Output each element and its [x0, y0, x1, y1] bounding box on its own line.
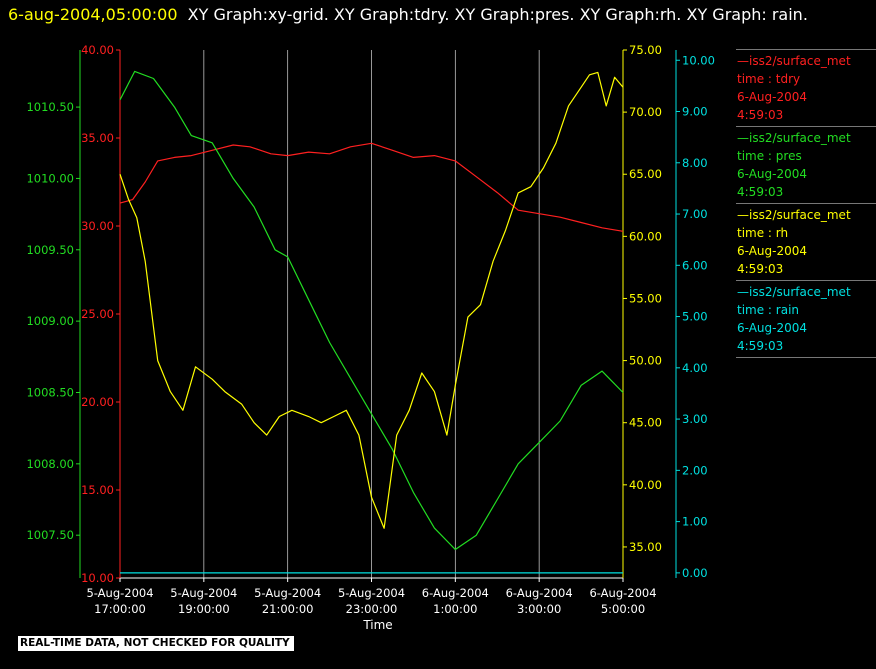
tdry-tick-label: 25.00	[81, 307, 114, 321]
tdry-tick-label: 10.00	[81, 571, 114, 585]
legend-name: —iss2/surface_met	[737, 131, 851, 145]
legend-name: —iss2/surface_met	[737, 285, 851, 299]
legend: —iss2/surface_met time : tdry 6-Aug-2004 4:…	[736, 49, 876, 358]
rain-tick-label: 7.00	[682, 207, 708, 221]
tdry-tick-label: 20.00	[81, 395, 114, 409]
legend-time: 4:59:03	[737, 262, 784, 276]
rh-tick-label: 75.00	[629, 43, 662, 57]
x-tick-label-date: 5-Aug-2004	[86, 586, 153, 600]
x-tick-label-time: 19:00:00	[178, 602, 230, 616]
rh-tick-label: 55.00	[629, 291, 662, 305]
x-tick-label-time: 21:00:00	[262, 602, 314, 616]
pres-tick-label: 1008.50	[26, 385, 74, 399]
rh-tick-label: 50.00	[629, 354, 662, 368]
pres-tick-label: 1010.50	[26, 100, 74, 114]
legend-var: time : tdry	[737, 72, 801, 86]
legend-time: 4:59:03	[737, 339, 784, 353]
rain-tick-label: 3.00	[682, 412, 708, 426]
legend-name: —iss2/surface_met	[737, 54, 851, 68]
rain-tick-label: 0.00	[682, 566, 708, 580]
legend-name: —iss2/surface_met	[737, 208, 851, 222]
rh-tick-label: 60.00	[629, 229, 662, 243]
tdry-tick-label: 15.00	[81, 483, 114, 497]
rain-tick-label: 1.00	[682, 515, 708, 529]
x-tick-label-time: 3:00:00	[517, 602, 561, 616]
x-tick-label-time: 5:00:00	[601, 602, 645, 616]
x-tick-label-time: 1:00:00	[433, 602, 477, 616]
x-tick-label-date: 5-Aug-2004	[338, 586, 405, 600]
x-tick-label-date: 6-Aug-2004	[506, 586, 573, 600]
legend-date: 6-Aug-2004	[737, 167, 808, 181]
pres-tick-label: 1010.00	[26, 171, 74, 185]
series-tdry-line	[119, 142, 624, 232]
legend-date: 6-Aug-2004	[737, 90, 808, 104]
legend-time: 4:59:03	[737, 108, 784, 122]
header-graph-list: XY Graph:xy-grid. XY Graph:tdry. XY Grap…	[187, 5, 808, 24]
axes: 1007.50 1008.00 1008.50 1009.00 1009.50 1010.…	[26, 43, 715, 585]
x-tick-labels: 5-Aug-2004 17:00:00 5-Aug-2004 19:00:00 5-Au…	[86, 578, 657, 616]
legend-var: time : rh	[737, 226, 789, 240]
x-tick-label-time: 23:00:00	[346, 602, 398, 616]
rh-tick-label: 70.00	[629, 105, 662, 119]
legend-var: time : rain	[737, 303, 800, 317]
series-pres-line	[119, 70, 624, 551]
rh-tick-label: 35.00	[629, 540, 662, 554]
series-rh-line	[119, 71, 624, 529]
rh-tick-label: 40.00	[629, 478, 662, 492]
legend-time: 4:59:03	[737, 185, 784, 199]
x-tick-label-date: 5-Aug-2004	[170, 586, 237, 600]
legend-var: time : pres	[737, 149, 802, 163]
pres-tick-label: 1009.00	[26, 314, 74, 328]
x-tick-label-time: 17:00:00	[94, 602, 146, 616]
tdry-tick-label: 35.00	[81, 131, 114, 145]
rh-tick-label: 65.00	[629, 167, 662, 181]
rain-tick-label: 5.00	[682, 310, 708, 324]
x-tick-label-date: 5-Aug-2004	[254, 586, 321, 600]
header-timestamp: 6-aug-2004,05:00:00	[8, 5, 178, 24]
tdry-tick-label: 30.00	[81, 219, 114, 233]
rh-tick-label: 45.00	[629, 416, 662, 430]
x-tick-label-date: 6-Aug-2004	[422, 586, 489, 600]
tdry-tick-label: 40.00	[81, 43, 114, 57]
quality-disclaimer: REAL-TIME DATA, NOT CHECKED FOR QUALITY	[18, 636, 294, 651]
pres-tick-label: 1007.50	[26, 528, 74, 542]
rain-tick-label: 8.00	[682, 156, 708, 170]
chart-header: 6-aug-2004,05:00:00 XY Graph:xy-grid. XY…	[8, 2, 868, 28]
legend-date: 6-Aug-2004	[737, 321, 808, 335]
legend-date: 6-Aug-2004	[737, 244, 808, 258]
rain-tick-label: 9.00	[682, 105, 708, 119]
pres-tick-label: 1008.00	[26, 457, 74, 471]
grid-lines	[203, 50, 540, 578]
x-axis-label: Time	[362, 618, 392, 632]
rain-tick-label: 10.00	[682, 53, 715, 67]
rain-tick-label: 4.00	[682, 361, 708, 375]
pres-tick-label: 1009.50	[26, 243, 74, 257]
series-lines	[119, 70, 624, 574]
rain-tick-label: 6.00	[682, 258, 708, 272]
rain-tick-label: 2.00	[682, 463, 708, 477]
x-tick-label-date: 6-Aug-2004	[589, 586, 656, 600]
